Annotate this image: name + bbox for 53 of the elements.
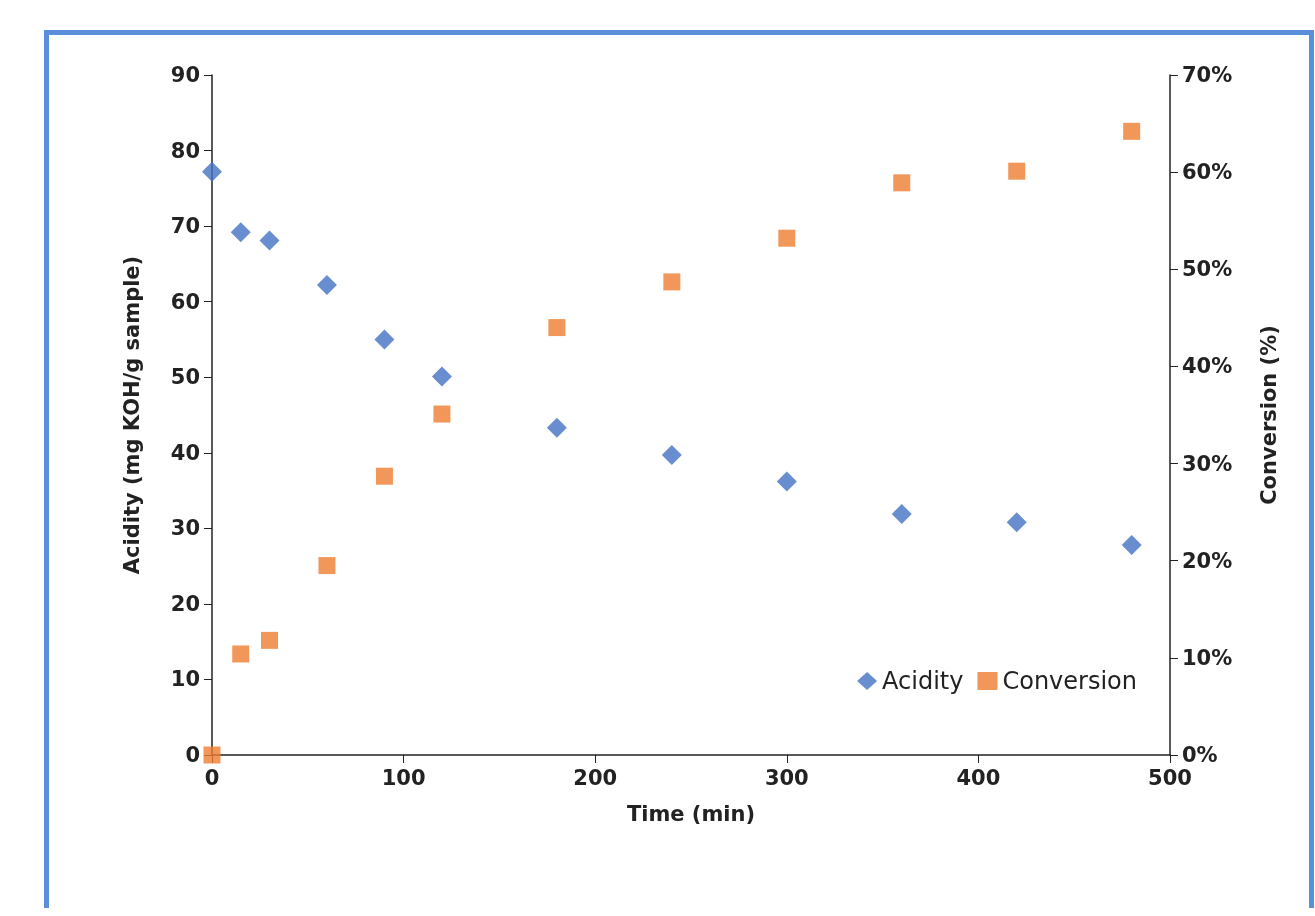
y-tick-label: 50: [170, 365, 200, 390]
point: [1121, 534, 1142, 555]
x-tick-label: 100: [381, 765, 426, 790]
legend-label: Acidity: [882, 667, 964, 695]
point: [663, 273, 681, 291]
point: [546, 417, 567, 438]
x-tick-label: 500: [1148, 765, 1192, 790]
y-tick-label: 0: [185, 743, 200, 767]
point: [431, 366, 452, 387]
point: [316, 275, 337, 296]
y2-axis-title: Conversion (%): [1256, 325, 1281, 505]
point: [776, 471, 797, 492]
point: [318, 557, 336, 575]
y-tick-label: 60: [170, 289, 200, 314]
y-tick-label: 80: [170, 138, 200, 163]
point: [203, 746, 221, 764]
point: [433, 405, 451, 423]
point: [230, 222, 251, 243]
point: [661, 445, 682, 466]
point: [375, 467, 393, 485]
y2-tick-label: 20%: [1182, 548, 1233, 573]
y-tick-label: 20: [170, 591, 200, 616]
point: [232, 645, 250, 663]
point: [374, 329, 395, 350]
y2-tick-label: 50%: [1182, 257, 1233, 282]
y2-tick-label: 60%: [1182, 160, 1233, 185]
point: [893, 174, 911, 192]
x-tick-label: 200: [573, 765, 618, 790]
point: [548, 319, 566, 337]
point: [1008, 162, 1026, 180]
y-tick-label: 70: [170, 214, 200, 239]
legend-label: Conversion: [1002, 667, 1138, 695]
point: [1123, 122, 1141, 140]
y2-tick-label: 0%: [1182, 743, 1218, 767]
point: [260, 631, 278, 649]
y-tick-label: 90: [170, 63, 200, 87]
x-tick-label: 400: [956, 765, 1001, 790]
y-tick-label: 10: [170, 667, 200, 692]
y2-tick-label: 70%: [1182, 63, 1233, 87]
y-axis-title: Acidity (mg KOH/g sample): [119, 255, 144, 575]
y2-tick-label: 10%: [1182, 645, 1233, 670]
x-tick-label: 0: [204, 765, 220, 790]
point: [259, 230, 280, 251]
y-tick-label: 40: [170, 440, 200, 465]
point: [202, 161, 222, 182]
point: [1006, 512, 1027, 533]
y2-tick-label: 40%: [1182, 354, 1233, 379]
point: [778, 229, 796, 247]
x-tick-label: 300: [764, 765, 809, 790]
y2-tick-label: 30%: [1182, 451, 1233, 476]
x-axis-title: Time (min): [626, 801, 756, 826]
point: [891, 503, 912, 524]
y-tick-label: 30: [170, 516, 200, 541]
